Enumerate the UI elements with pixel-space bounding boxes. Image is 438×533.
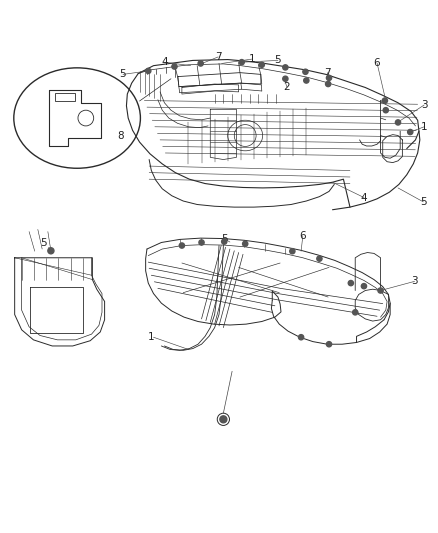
Text: 1: 1 — [148, 332, 155, 342]
Circle shape — [179, 243, 184, 248]
Circle shape — [303, 69, 308, 75]
Circle shape — [396, 120, 401, 125]
Circle shape — [326, 342, 332, 347]
Circle shape — [290, 248, 295, 254]
Circle shape — [298, 335, 304, 340]
Text: 8: 8 — [117, 131, 124, 141]
Text: 3: 3 — [421, 100, 427, 110]
Text: 5: 5 — [40, 238, 47, 248]
Circle shape — [222, 239, 227, 244]
Text: 7: 7 — [215, 52, 222, 62]
Circle shape — [199, 240, 204, 245]
Text: 5: 5 — [275, 55, 281, 66]
Circle shape — [48, 248, 54, 254]
Circle shape — [259, 62, 265, 67]
Text: 3: 3 — [411, 276, 418, 286]
Text: 4: 4 — [161, 57, 168, 67]
Circle shape — [283, 76, 288, 82]
Text: 7: 7 — [324, 68, 331, 78]
Text: 6: 6 — [300, 231, 306, 241]
Text: 2: 2 — [283, 82, 290, 92]
Circle shape — [146, 68, 151, 74]
Text: 5: 5 — [221, 235, 228, 245]
Text: 1: 1 — [248, 54, 255, 64]
Circle shape — [243, 241, 248, 246]
Circle shape — [353, 310, 358, 315]
Circle shape — [326, 75, 332, 80]
Circle shape — [325, 82, 331, 87]
Text: 6: 6 — [374, 58, 380, 68]
Circle shape — [361, 284, 367, 289]
Circle shape — [408, 130, 413, 135]
Text: 4: 4 — [360, 192, 367, 203]
Circle shape — [304, 78, 309, 83]
Circle shape — [283, 65, 288, 70]
Circle shape — [348, 280, 353, 286]
Circle shape — [198, 61, 203, 66]
Circle shape — [239, 60, 244, 65]
Circle shape — [317, 256, 322, 261]
Text: 1: 1 — [421, 122, 427, 132]
Circle shape — [378, 288, 383, 293]
Text: 5: 5 — [420, 197, 427, 207]
Text: 5: 5 — [120, 69, 126, 79]
Bar — [55, 93, 75, 101]
Circle shape — [383, 108, 389, 113]
Circle shape — [172, 64, 177, 69]
Circle shape — [382, 98, 388, 103]
Circle shape — [220, 416, 227, 423]
